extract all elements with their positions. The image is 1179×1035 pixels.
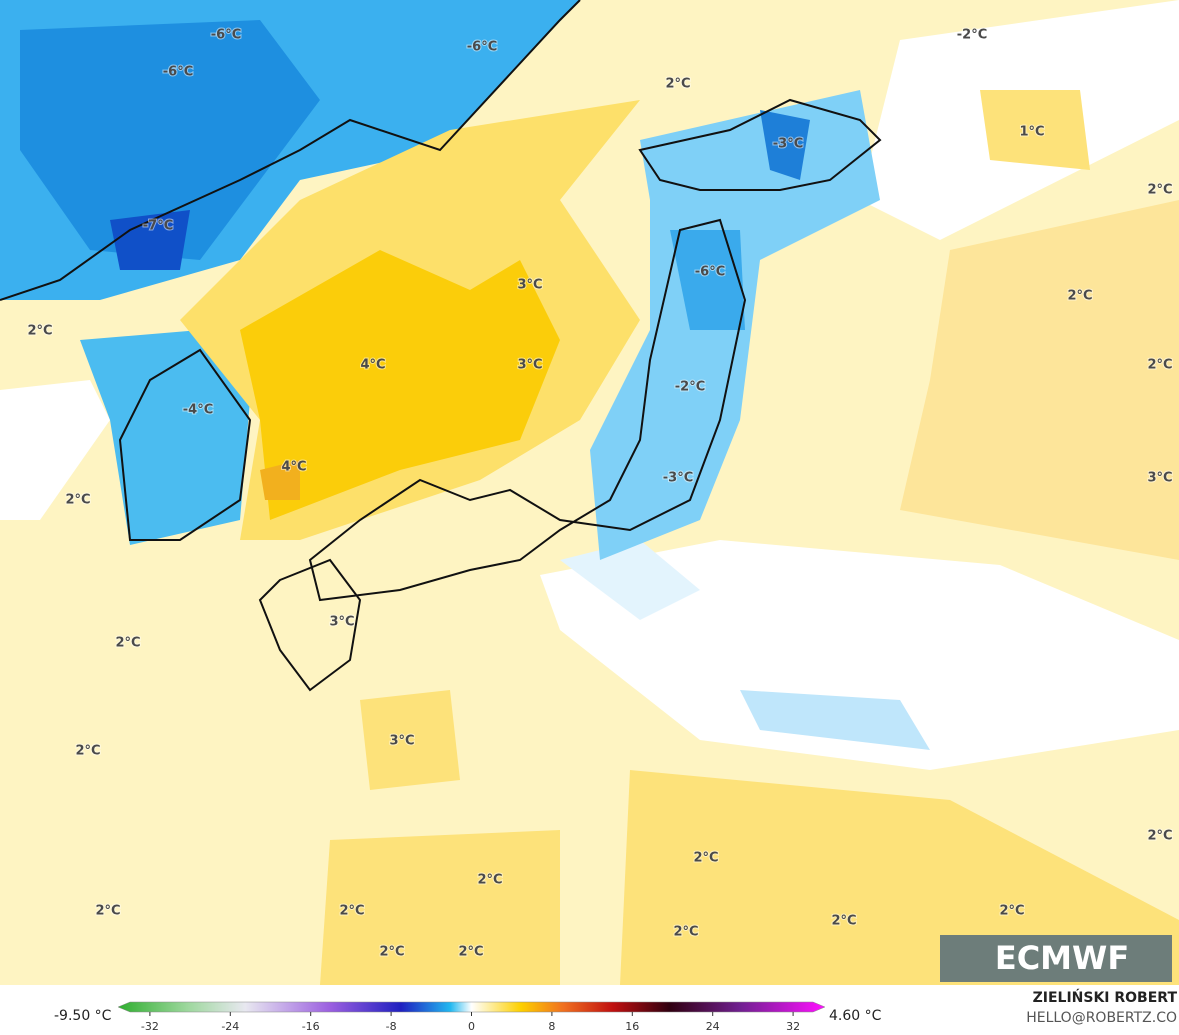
contour-label: 4°C <box>360 358 385 373</box>
contour-label: -4°C <box>183 403 213 418</box>
colorbar <box>117 1001 826 1013</box>
contour-label: -2°C <box>957 28 987 43</box>
contour-label: 2°C <box>339 904 364 919</box>
contour-label: 2°C <box>458 945 483 960</box>
contour-label: 3°C <box>517 358 542 373</box>
contour-label: 2°C <box>673 925 698 940</box>
contour-label: -6°C <box>211 28 241 43</box>
contour-label: 3°C <box>389 734 414 749</box>
contour-label: -6°C <box>695 265 725 280</box>
contour-label: 4°C <box>281 460 306 475</box>
contour-label: 2°C <box>379 945 404 960</box>
colorbar-tick-label: 32 <box>786 1020 800 1033</box>
colorbar-min: -9.50 °C <box>54 1008 112 1024</box>
logo: ECMWF <box>995 939 1129 977</box>
colorbar-tick-label: -24 <box>221 1020 239 1033</box>
colorbar-tick-label: 16 <box>625 1020 639 1033</box>
contour-label: 1°C <box>1019 125 1044 140</box>
contour-label: 2°C <box>693 851 718 866</box>
colorbar-tick-label: 8 <box>548 1020 555 1033</box>
contour-label: 2°C <box>999 904 1024 919</box>
contour-label: -7°C <box>143 219 173 234</box>
contour-label: 2°C <box>75 744 100 759</box>
contour-label: 2°C <box>1147 829 1172 844</box>
colorbar-tick-label: 24 <box>706 1020 720 1033</box>
contour-label: 2°C <box>831 914 856 929</box>
contour-label: 2°C <box>115 636 140 651</box>
contour-label: 2°C <box>27 324 52 339</box>
contour-label: 3°C <box>1147 471 1172 486</box>
logo-box <box>940 935 1172 982</box>
author: ZIELIŃSKI ROBERT <box>1033 988 1178 1006</box>
contour-label: 2°C <box>1067 289 1092 304</box>
contour-label: 3°C <box>329 615 354 630</box>
contour-label: -6°C <box>467 40 497 55</box>
colorbar-tick-label: 0 <box>468 1020 475 1033</box>
contour-label: -2°C <box>675 380 705 395</box>
contour-label: 2°C <box>477 873 502 888</box>
contour-label: -3°C <box>773 137 803 152</box>
contour-label: 2°C <box>95 904 120 919</box>
colorbar-tick-label: -32 <box>141 1020 159 1033</box>
contour-label: 2°C <box>65 493 90 508</box>
colorbar-tick-label: -16 <box>302 1020 320 1033</box>
contact: HELLO@ROBERTZ.CO <box>1026 1010 1177 1026</box>
contour-label: 2°C <box>1147 358 1172 373</box>
contour-label: 2°C <box>665 77 690 92</box>
colorbar-tick-label: -8 <box>386 1020 397 1033</box>
contour-label: 3°C <box>517 278 542 293</box>
contour-label: -3°C <box>663 471 693 486</box>
map <box>0 0 1179 985</box>
colorbar-max: 4.60 °C <box>829 1008 882 1024</box>
contour-label: 2°C <box>1147 183 1172 198</box>
contour-label: -6°C <box>163 65 193 80</box>
